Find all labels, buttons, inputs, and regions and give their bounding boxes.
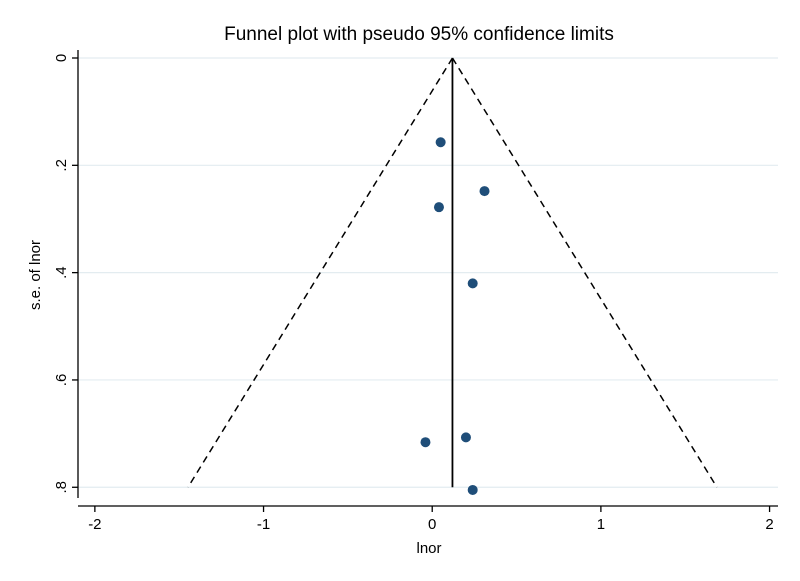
data-point-0	[435, 137, 446, 148]
funnel-lines	[187, 57, 718, 488]
chart-title: Funnel plot with pseudo 95% confidence l…	[224, 24, 614, 45]
data-point-6	[467, 484, 478, 495]
y-tick-label-3: .6	[53, 374, 70, 387]
axes: 0 .2 .4 .6 .8 -2 -1 0 1 2	[53, 50, 778, 533]
y-tick-label-0: 0	[53, 54, 70, 62]
x-tick-label-4: 2	[765, 516, 773, 533]
x-axis-label: lnor	[416, 540, 441, 557]
data-point-4	[460, 432, 471, 443]
ci-lower-line	[187, 57, 454, 488]
ci-upper-line	[451, 57, 718, 488]
y-tick-label-2: .4	[53, 266, 70, 279]
y-axis-label: s.e. of lnor	[27, 240, 44, 310]
x-tick-label-2: 0	[428, 516, 436, 533]
y-tick-label-1: .2	[53, 159, 70, 172]
data-points	[420, 137, 490, 495]
data-point-2	[433, 202, 444, 213]
x-tick-label-3: 1	[597, 516, 605, 533]
y-tick-label-4: .8	[53, 481, 70, 494]
data-point-5	[420, 437, 431, 448]
data-point-1	[479, 186, 490, 197]
data-point-3	[467, 278, 478, 289]
x-tick-label-0: -2	[88, 516, 101, 533]
grid-lines	[78, 57, 778, 488]
x-tick-label-1: -1	[257, 516, 270, 533]
